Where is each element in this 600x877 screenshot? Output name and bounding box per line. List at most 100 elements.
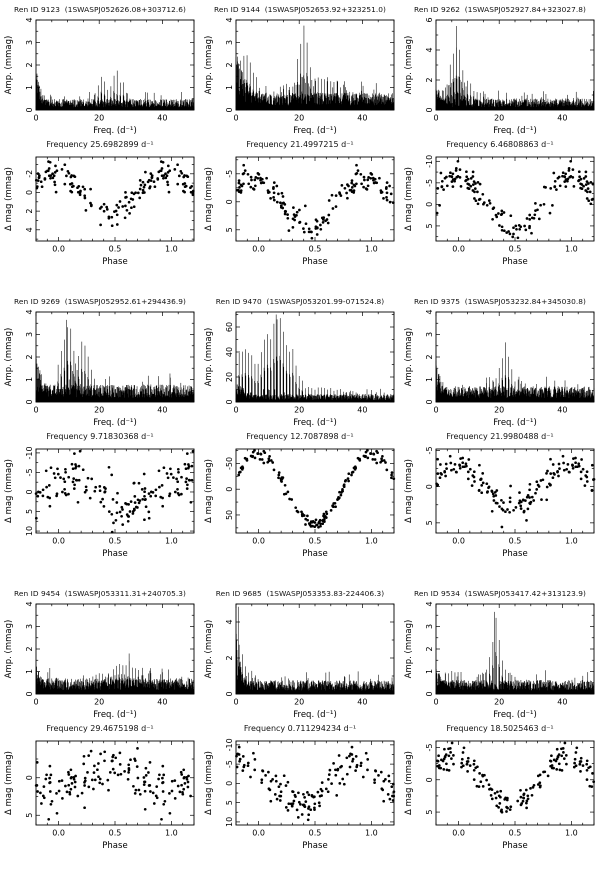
svg-text:4: 4	[25, 227, 34, 232]
svg-text:0: 0	[33, 406, 38, 415]
panel-cell-9470: Ren ID 9470 (1SWASPJ053201.99-071524.8) …	[200, 292, 400, 584]
svg-text:40: 40	[557, 406, 567, 415]
svg-text:0: 0	[433, 114, 438, 123]
phase-chart: 0.0 0.5 1.0 -2 0 2 4 Phase Δ mag (mmag)	[4, 156, 195, 267]
svg-text:0: 0	[225, 199, 234, 204]
svg-text:0: 0	[425, 484, 434, 489]
svg-text:1: 1	[425, 377, 434, 382]
svg-text:0.0: 0.0	[52, 245, 65, 254]
svg-text:1: 1	[225, 85, 234, 90]
svg-text:0.0: 0.0	[252, 245, 265, 254]
svg-text:Freq. (d⁻¹): Freq. (d⁻¹)	[93, 418, 137, 428]
svg-text:Amp. (mmag): Amp. (mmag)	[4, 36, 14, 95]
svg-text:10: 10	[225, 817, 234, 827]
svg-text:Amp. (mmag): Amp. (mmag)	[404, 328, 414, 387]
phase-chart: 0.0 0.5 1.0 -10 -5 0 5 10 Phase Δ mag (mmag)	[204, 738, 396, 851]
svg-text:20: 20	[294, 406, 304, 415]
svg-text:Freq. (d⁻¹): Freq. (d⁻¹)	[493, 126, 537, 136]
svg-text:40: 40	[357, 406, 367, 415]
phase-chart: 0.0 0.5 1.0 -50 0 50 Phase Δ mag (mmag)	[204, 448, 396, 559]
svg-text:40: 40	[357, 114, 367, 123]
svg-text:4: 4	[225, 619, 234, 624]
svg-text:Δ mag (mmag): Δ mag (mmag)	[204, 167, 214, 231]
svg-text:-5: -5	[425, 446, 434, 454]
svg-text:20: 20	[494, 406, 504, 415]
frequency-label: Frequency 12.7087898 d⁻¹	[246, 432, 354, 441]
frequency-label: Frequency 29.4675198 d⁻¹	[46, 724, 154, 733]
svg-text:5: 5	[425, 223, 434, 228]
svg-text:5: 5	[425, 810, 434, 815]
svg-text:0: 0	[225, 399, 234, 404]
svg-text:0: 0	[233, 698, 238, 707]
svg-text:0: 0	[433, 406, 438, 415]
svg-text:Δ mag (mmag): Δ mag (mmag)	[204, 751, 214, 815]
svg-text:60: 60	[225, 322, 234, 332]
svg-text:6: 6	[425, 17, 434, 22]
svg-text:20: 20	[94, 114, 104, 123]
svg-text:Phase: Phase	[102, 257, 127, 267]
svg-text:-10: -10	[425, 155, 434, 168]
periodogram-chart: 0 20 40 0 1 2 3 4 Freq. (d⁻¹) Amp. (mmag)	[404, 601, 595, 720]
svg-text:Amp. (mmag): Amp. (mmag)	[404, 36, 414, 95]
svg-text:0.5: 0.5	[309, 245, 322, 254]
phase-chart: 0.0 0.5 1.0 -10 -5 0 5 Phase Δ mag (mmag)	[404, 155, 595, 267]
svg-text:0: 0	[25, 107, 34, 112]
svg-text:Δ mag (mmag): Δ mag (mmag)	[4, 751, 14, 815]
svg-text:Δ mag (mmag): Δ mag (mmag)	[4, 459, 14, 523]
svg-text:4: 4	[25, 309, 34, 314]
panel-title: Ren ID 9470 (1SWASPJ053201.99-071524.8)	[215, 297, 385, 306]
svg-text:-5: -5	[425, 179, 434, 187]
phase-chart: 0.0 0.5 1.0 -10 -5 0 5 10 Phase Δ mag (mmag)	[4, 446, 195, 559]
svg-text:0: 0	[233, 114, 238, 123]
svg-text:1: 1	[25, 85, 34, 90]
svg-text:20: 20	[294, 698, 304, 707]
frequency-label: Frequency 18.5025463 d⁻¹	[446, 724, 554, 733]
periodogram-chart: 0 20 40 0 1 2 3 4 Freq. (d⁻¹) Amp. (mmag)	[4, 17, 195, 136]
svg-text:Freq. (d⁻¹): Freq. (d⁻¹)	[493, 710, 537, 720]
svg-text:0.0: 0.0	[452, 537, 465, 546]
svg-text:4: 4	[25, 17, 34, 22]
svg-text:3: 3	[25, 40, 34, 45]
panel-title: Ren ID 9534 (1SWASPJ053417.42+313123.9)	[414, 589, 586, 598]
svg-text:1.0: 1.0	[565, 537, 578, 546]
svg-text:2: 2	[25, 354, 34, 359]
panel-title: Ren ID 9685 (1SWASPJ053353.83-224406.3)	[215, 589, 385, 598]
svg-text:3: 3	[225, 40, 234, 45]
svg-text:5: 5	[25, 813, 34, 818]
svg-text:0: 0	[225, 691, 234, 696]
svg-text:Phase: Phase	[302, 257, 327, 267]
svg-text:0.5: 0.5	[509, 829, 522, 838]
svg-text:-50: -50	[225, 457, 234, 470]
svg-text:Phase: Phase	[302, 841, 327, 851]
svg-text:-5: -5	[425, 743, 434, 751]
frequency-label: Frequency 21.9980488 d⁻¹	[446, 432, 554, 441]
svg-text:1.0: 1.0	[365, 829, 378, 838]
svg-text:0: 0	[25, 399, 34, 404]
svg-text:1.0: 1.0	[565, 245, 578, 254]
frequency-label: Frequency 21.4997215 d⁻¹	[246, 140, 354, 149]
svg-text:2: 2	[225, 655, 234, 660]
svg-text:40: 40	[157, 406, 167, 415]
periodogram-chart: 0 20 40 0 1 2 3 4 Freq. (d⁻¹) Amp. (mmag)	[4, 601, 195, 720]
frequency-label: Frequency 6.46808863 d⁻¹	[446, 140, 554, 149]
svg-text:4: 4	[425, 47, 434, 52]
svg-text:0: 0	[33, 114, 38, 123]
svg-text:2: 2	[225, 62, 234, 67]
svg-text:1.0: 1.0	[365, 245, 378, 254]
svg-text:-5: -5	[25, 468, 34, 476]
svg-text:1: 1	[25, 669, 34, 674]
svg-text:5: 5	[225, 227, 234, 232]
svg-text:Freq. (d⁻¹): Freq. (d⁻¹)	[93, 126, 137, 136]
svg-text:0.0: 0.0	[252, 829, 265, 838]
svg-text:0: 0	[425, 107, 434, 112]
phase-chart: 0.0 0.5 1.0 0 5 Phase Δ mag (mmag)	[4, 740, 195, 851]
svg-text:0: 0	[225, 781, 234, 786]
svg-text:0.5: 0.5	[509, 537, 522, 546]
svg-text:20: 20	[494, 114, 504, 123]
svg-text:0: 0	[425, 202, 434, 207]
svg-text:Phase: Phase	[102, 841, 127, 851]
svg-text:Amp. (mmag): Amp. (mmag)	[4, 620, 14, 679]
svg-text:3: 3	[25, 332, 34, 337]
svg-text:Phase: Phase	[102, 549, 127, 559]
panel-title: Ren ID 9144 (1SWASPJ052653.92+323251.0)	[214, 5, 386, 14]
